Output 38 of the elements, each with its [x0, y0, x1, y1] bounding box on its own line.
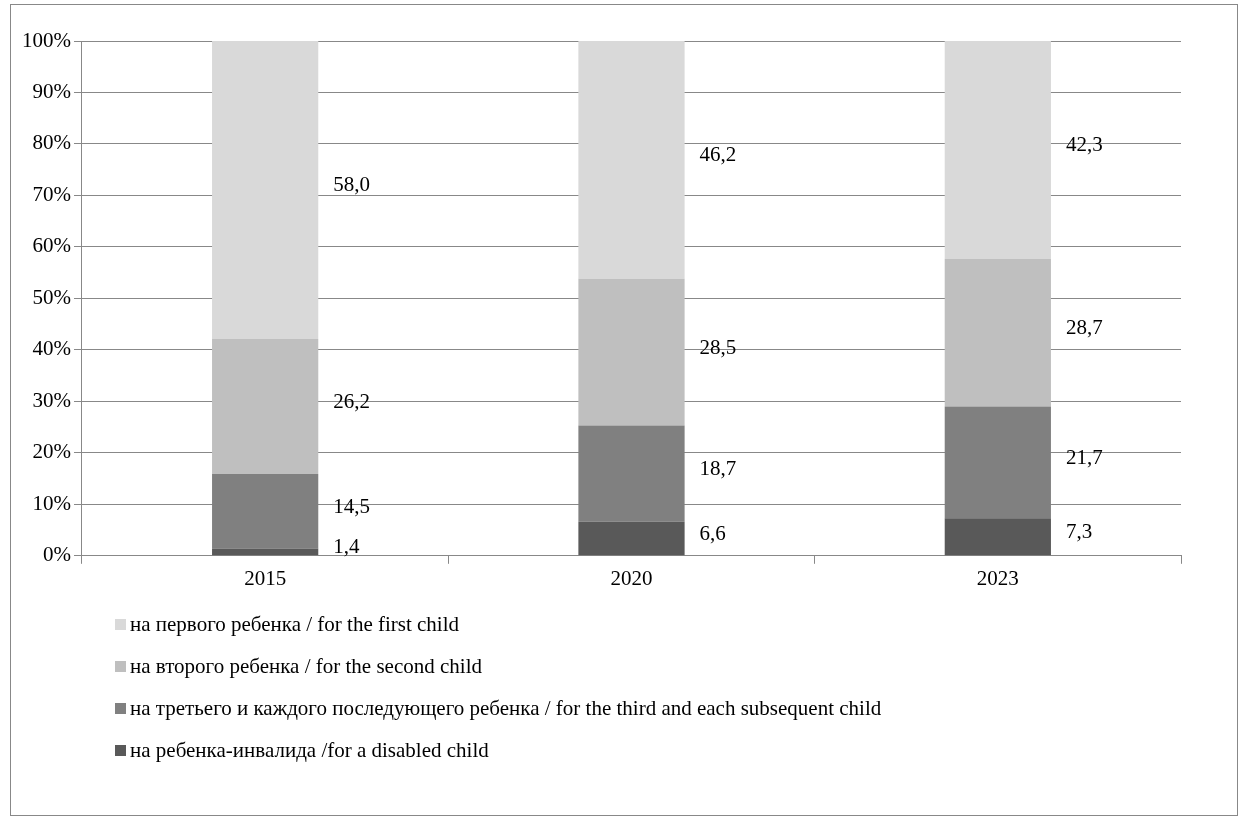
y-tick-label: 60% [32, 233, 71, 258]
y-tick-label: 0% [42, 542, 71, 567]
text: 26,2 [333, 389, 371, 414]
y-tick-label: 100% [21, 27, 71, 52]
x-tick-label: 2015 [244, 565, 287, 590]
bar [944, 258, 1051, 407]
text: 46,2 [699, 142, 737, 167]
bar [212, 339, 319, 474]
y-tick-label: 30% [32, 387, 71, 412]
y-tick-label: 70% [32, 181, 71, 206]
bar [578, 41, 685, 279]
bar [944, 41, 1051, 259]
bar [578, 278, 685, 426]
y-tick-label: 10% [32, 490, 71, 515]
y-tick-label: 80% [32, 130, 71, 155]
legend-label: на третьего и каждого последующего ребенка / for the third and each subsequent child [130, 695, 882, 721]
text: 6,6 [699, 521, 726, 546]
text: 1,4 [333, 534, 360, 559]
bar [578, 521, 685, 556]
text: 14,5 [333, 493, 371, 518]
y-tick-label: 50% [32, 284, 71, 309]
text: 28,5 [699, 334, 737, 359]
bar [944, 518, 1051, 556]
text: 42,3 [1065, 132, 1103, 157]
y-tick-label: 90% [32, 79, 71, 103]
text: 21,7 [1065, 444, 1103, 469]
x-tick-label: 2020 [610, 565, 653, 590]
text: 28,7 [1065, 315, 1103, 340]
x-tick-label: 2023 [976, 565, 1019, 590]
legend-label: на второго ребенка / for the second child [130, 653, 482, 679]
text: 58,0 [333, 172, 371, 197]
bar [212, 41, 319, 340]
legend-label: на ребенка-инвалида /for a disabled child [130, 737, 489, 763]
legend-label: на первого ребенка / for the first child [130, 611, 460, 637]
text: 7,3 [1065, 519, 1093, 544]
text: 18,7 [699, 456, 737, 481]
y-tick-label: 40% [32, 336, 71, 361]
y-tick-label: 20% [32, 439, 71, 464]
